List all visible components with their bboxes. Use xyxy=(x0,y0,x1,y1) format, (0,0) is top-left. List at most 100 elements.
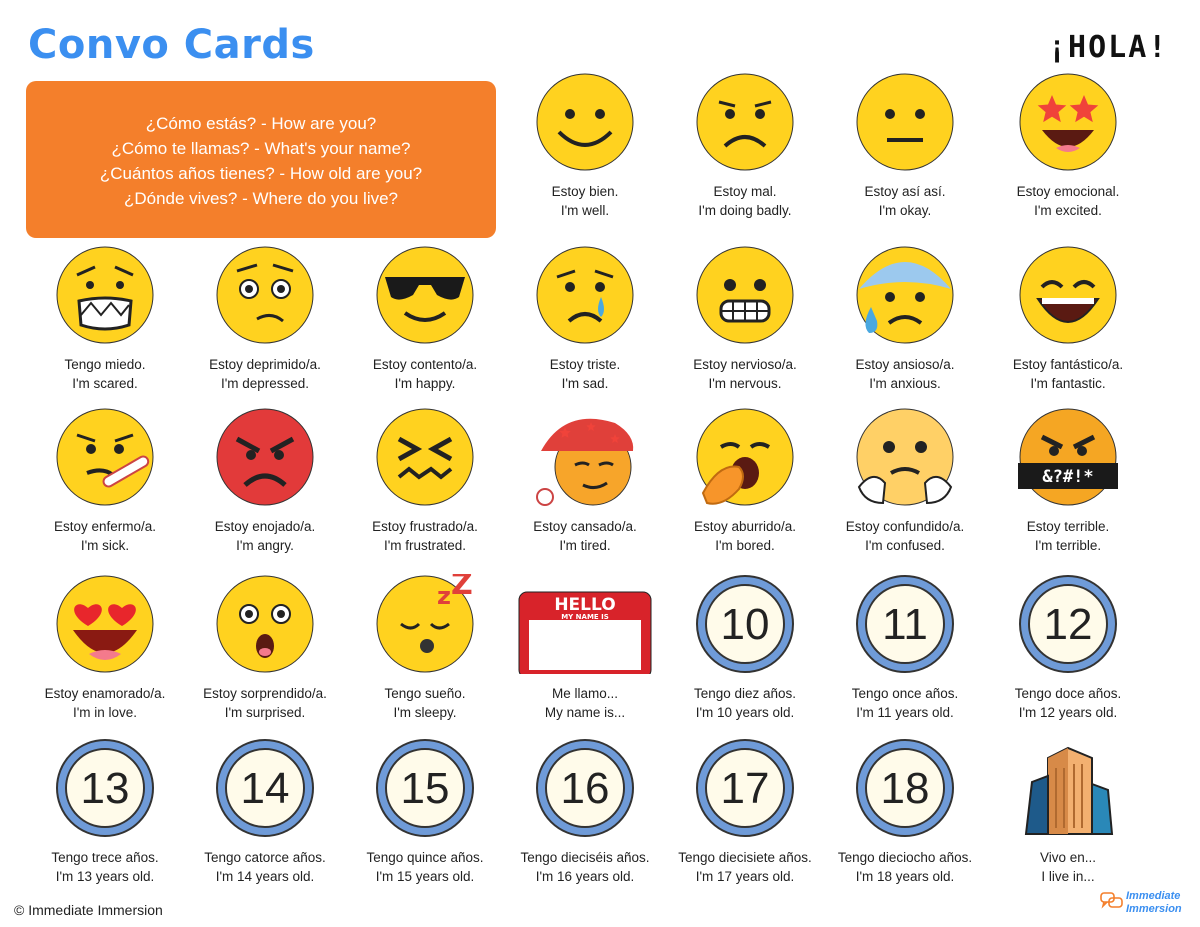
card-caption: Estoy mal. I'm doing badly. xyxy=(655,182,835,220)
spanish-phrase: Estoy emocional. xyxy=(1016,184,1120,199)
card-caption: Tengo diez años. I'm 10 years old. xyxy=(655,684,835,722)
page-title: Convo Cards xyxy=(28,22,315,68)
laughing-face-icon xyxy=(1019,246,1117,344)
english-phrase: I'm 13 years old. xyxy=(55,869,155,884)
spanish-phrase: Estoy sorprendido/a. xyxy=(203,686,327,701)
svg-text:14: 14 xyxy=(241,764,290,813)
spanish-phrase: Estoy contento/a. xyxy=(372,357,478,372)
spanish-phrase: Me llamo... xyxy=(551,686,619,701)
neutral-face-icon xyxy=(856,73,954,171)
anxious-sweat-face-icon xyxy=(856,246,954,344)
hola-badge: ¡HOLA! xyxy=(1048,30,1169,65)
heart-eyes-face-icon xyxy=(56,575,154,673)
copyright: © Immediate Immersion xyxy=(14,902,163,918)
convo-card: Estoy deprimido/a. I'm depressed. xyxy=(175,245,355,395)
english-phrase: I'm 14 years old. xyxy=(215,869,315,884)
english-phrase: I'm 11 years old. xyxy=(856,705,954,720)
spanish-phrase: Tengo catorce años. xyxy=(204,850,326,865)
tag-hello-text: HELLO xyxy=(554,595,615,615)
card-caption: Estoy aburrido/a. I'm bored. xyxy=(655,517,835,555)
spanish-phrase: Vivo en... xyxy=(1039,850,1097,865)
card-caption: Estoy enfermo/a. I'm sick. xyxy=(15,517,195,555)
convo-card: 17 Tengo diecisiete años. I'm 17 years old… xyxy=(655,738,835,888)
card-caption: Estoy contento/a. I'm happy. xyxy=(335,355,515,393)
spanish-phrase: Estoy enamorado/a. xyxy=(44,686,166,701)
logo-line: Immersion xyxy=(1126,903,1182,915)
card-caption: Estoy triste. I'm sad. xyxy=(495,355,675,393)
convo-card: 13 Tengo trece años. I'm 13 years old. xyxy=(15,738,195,888)
convo-card: Estoy fantástico/a. I'm fantastic. xyxy=(978,245,1158,395)
spanish-phrase: Estoy terrible. xyxy=(1026,519,1110,534)
question-line: ¿Cómo te llamas? - What's your name? xyxy=(111,139,411,158)
spanish-phrase: Estoy así así. xyxy=(864,184,946,199)
card-caption: Tengo dieciséis años. I'm 16 years old. xyxy=(495,848,675,886)
spanish-phrase: Estoy frustrado/a. xyxy=(372,519,478,534)
english-phrase: I'm in love. xyxy=(72,705,138,720)
english-phrase: I'm excited. xyxy=(1034,203,1102,218)
frowning-face-icon xyxy=(696,73,794,171)
convo-card: &?#!* Estoy terrible. I'm terrible. xyxy=(978,407,1158,557)
english-phrase: I'm bored. xyxy=(715,538,775,553)
english-phrase: I'm anxious. xyxy=(869,376,941,391)
spanish-phrase: Tengo once años. xyxy=(851,686,959,701)
angry-face-icon xyxy=(216,408,314,506)
card-caption: Tengo catorce años. I'm 14 years old. xyxy=(175,848,355,886)
number-11-icon: 11 xyxy=(856,575,954,673)
english-phrase: I'm surprised. xyxy=(224,705,306,720)
spanish-phrase: Tengo trece años. xyxy=(51,850,159,865)
english-phrase: I'm fantastic. xyxy=(1030,376,1106,391)
convo-card: Estoy mal. I'm doing badly. xyxy=(655,72,835,222)
convo-card: z Z Tengo sueño. I'm sleepy. xyxy=(335,574,515,724)
spanish-phrase: Estoy confundido/a. xyxy=(845,519,965,534)
sunglasses-face-icon xyxy=(376,246,474,344)
convo-card: Estoy enojado/a. I'm angry. xyxy=(175,407,355,557)
convo-card: Estoy enfermo/a. I'm sick. xyxy=(15,407,195,557)
spanish-phrase: Estoy fantástico/a. xyxy=(1012,357,1124,372)
spanish-phrase: Estoy aburrido/a. xyxy=(693,519,797,534)
card-caption: Estoy emocional. I'm excited. xyxy=(978,182,1158,220)
english-phrase: I'm doing badly. xyxy=(698,203,792,218)
english-phrase: I'm depressed. xyxy=(220,376,310,391)
card-caption: Vivo en... I live in... xyxy=(978,848,1158,886)
svg-text:&?#!*: &?#!* xyxy=(1042,467,1093,487)
english-phrase: My name is... xyxy=(544,705,626,720)
chat-bubbles-icon xyxy=(1100,892,1123,909)
number-16-icon: 16 xyxy=(536,739,634,837)
card-caption: Tengo quince años. I'm 15 years old. xyxy=(335,848,515,886)
card-caption: Estoy enojado/a. I'm angry. xyxy=(175,517,355,555)
convo-card: 15 Tengo quince años. I'm 15 years old. xyxy=(335,738,515,888)
convo-card: Estoy nervioso/a. I'm nervous. xyxy=(655,245,835,395)
spanish-phrase: Estoy enojado/a. xyxy=(214,519,316,534)
question-line: ¿Cómo estás? - How are you? xyxy=(145,114,377,133)
english-phrase: I'm well. xyxy=(560,203,610,218)
yawning-face-icon xyxy=(696,408,794,506)
convo-card: 16 Tengo dieciséis años. I'm 16 years old. xyxy=(495,738,675,888)
number-13-icon: 13 xyxy=(56,739,154,837)
spanish-phrase: Tengo doce años. xyxy=(1014,686,1122,701)
svg-text:z: z xyxy=(437,582,451,610)
convo-card: Estoy triste. I'm sad. xyxy=(495,245,675,395)
english-phrase: I'm 10 years old. xyxy=(695,705,795,720)
spanish-phrase: Estoy cansado/a. xyxy=(533,519,637,534)
card-caption: Me llamo... My name is... xyxy=(495,684,675,722)
number-15-icon: 15 xyxy=(376,739,474,837)
number-10-icon: 10 xyxy=(696,575,794,673)
english-phrase: I'm okay. xyxy=(878,203,932,218)
convo-card: 11 Tengo once años. I'm 11 years old. xyxy=(815,574,995,724)
number-17-icon: 17 xyxy=(696,739,794,837)
svg-text:15: 15 xyxy=(401,764,450,813)
convo-card: Estoy contento/a. I'm happy. xyxy=(335,245,515,395)
convo-card: Estoy bien. I'm well. xyxy=(495,72,675,222)
card-caption: Tengo diecisiete años. I'm 17 years old. xyxy=(655,848,835,886)
english-phrase: I'm confused. xyxy=(865,538,945,553)
card-caption: Tengo trece años. I'm 13 years old. xyxy=(15,848,195,886)
svg-text:17: 17 xyxy=(721,764,770,813)
convo-card: Estoy frustrado/a. I'm frustrated. xyxy=(335,407,515,557)
english-phrase: I'm 12 years old. xyxy=(1018,705,1118,720)
spanish-phrase: Estoy bien. xyxy=(551,184,619,199)
card-caption: Estoy así así. I'm okay. xyxy=(815,182,995,220)
convo-card: Estoy enamorado/a. I'm in love. xyxy=(15,574,195,724)
convo-card: Estoy así así. I'm okay. xyxy=(815,72,995,222)
